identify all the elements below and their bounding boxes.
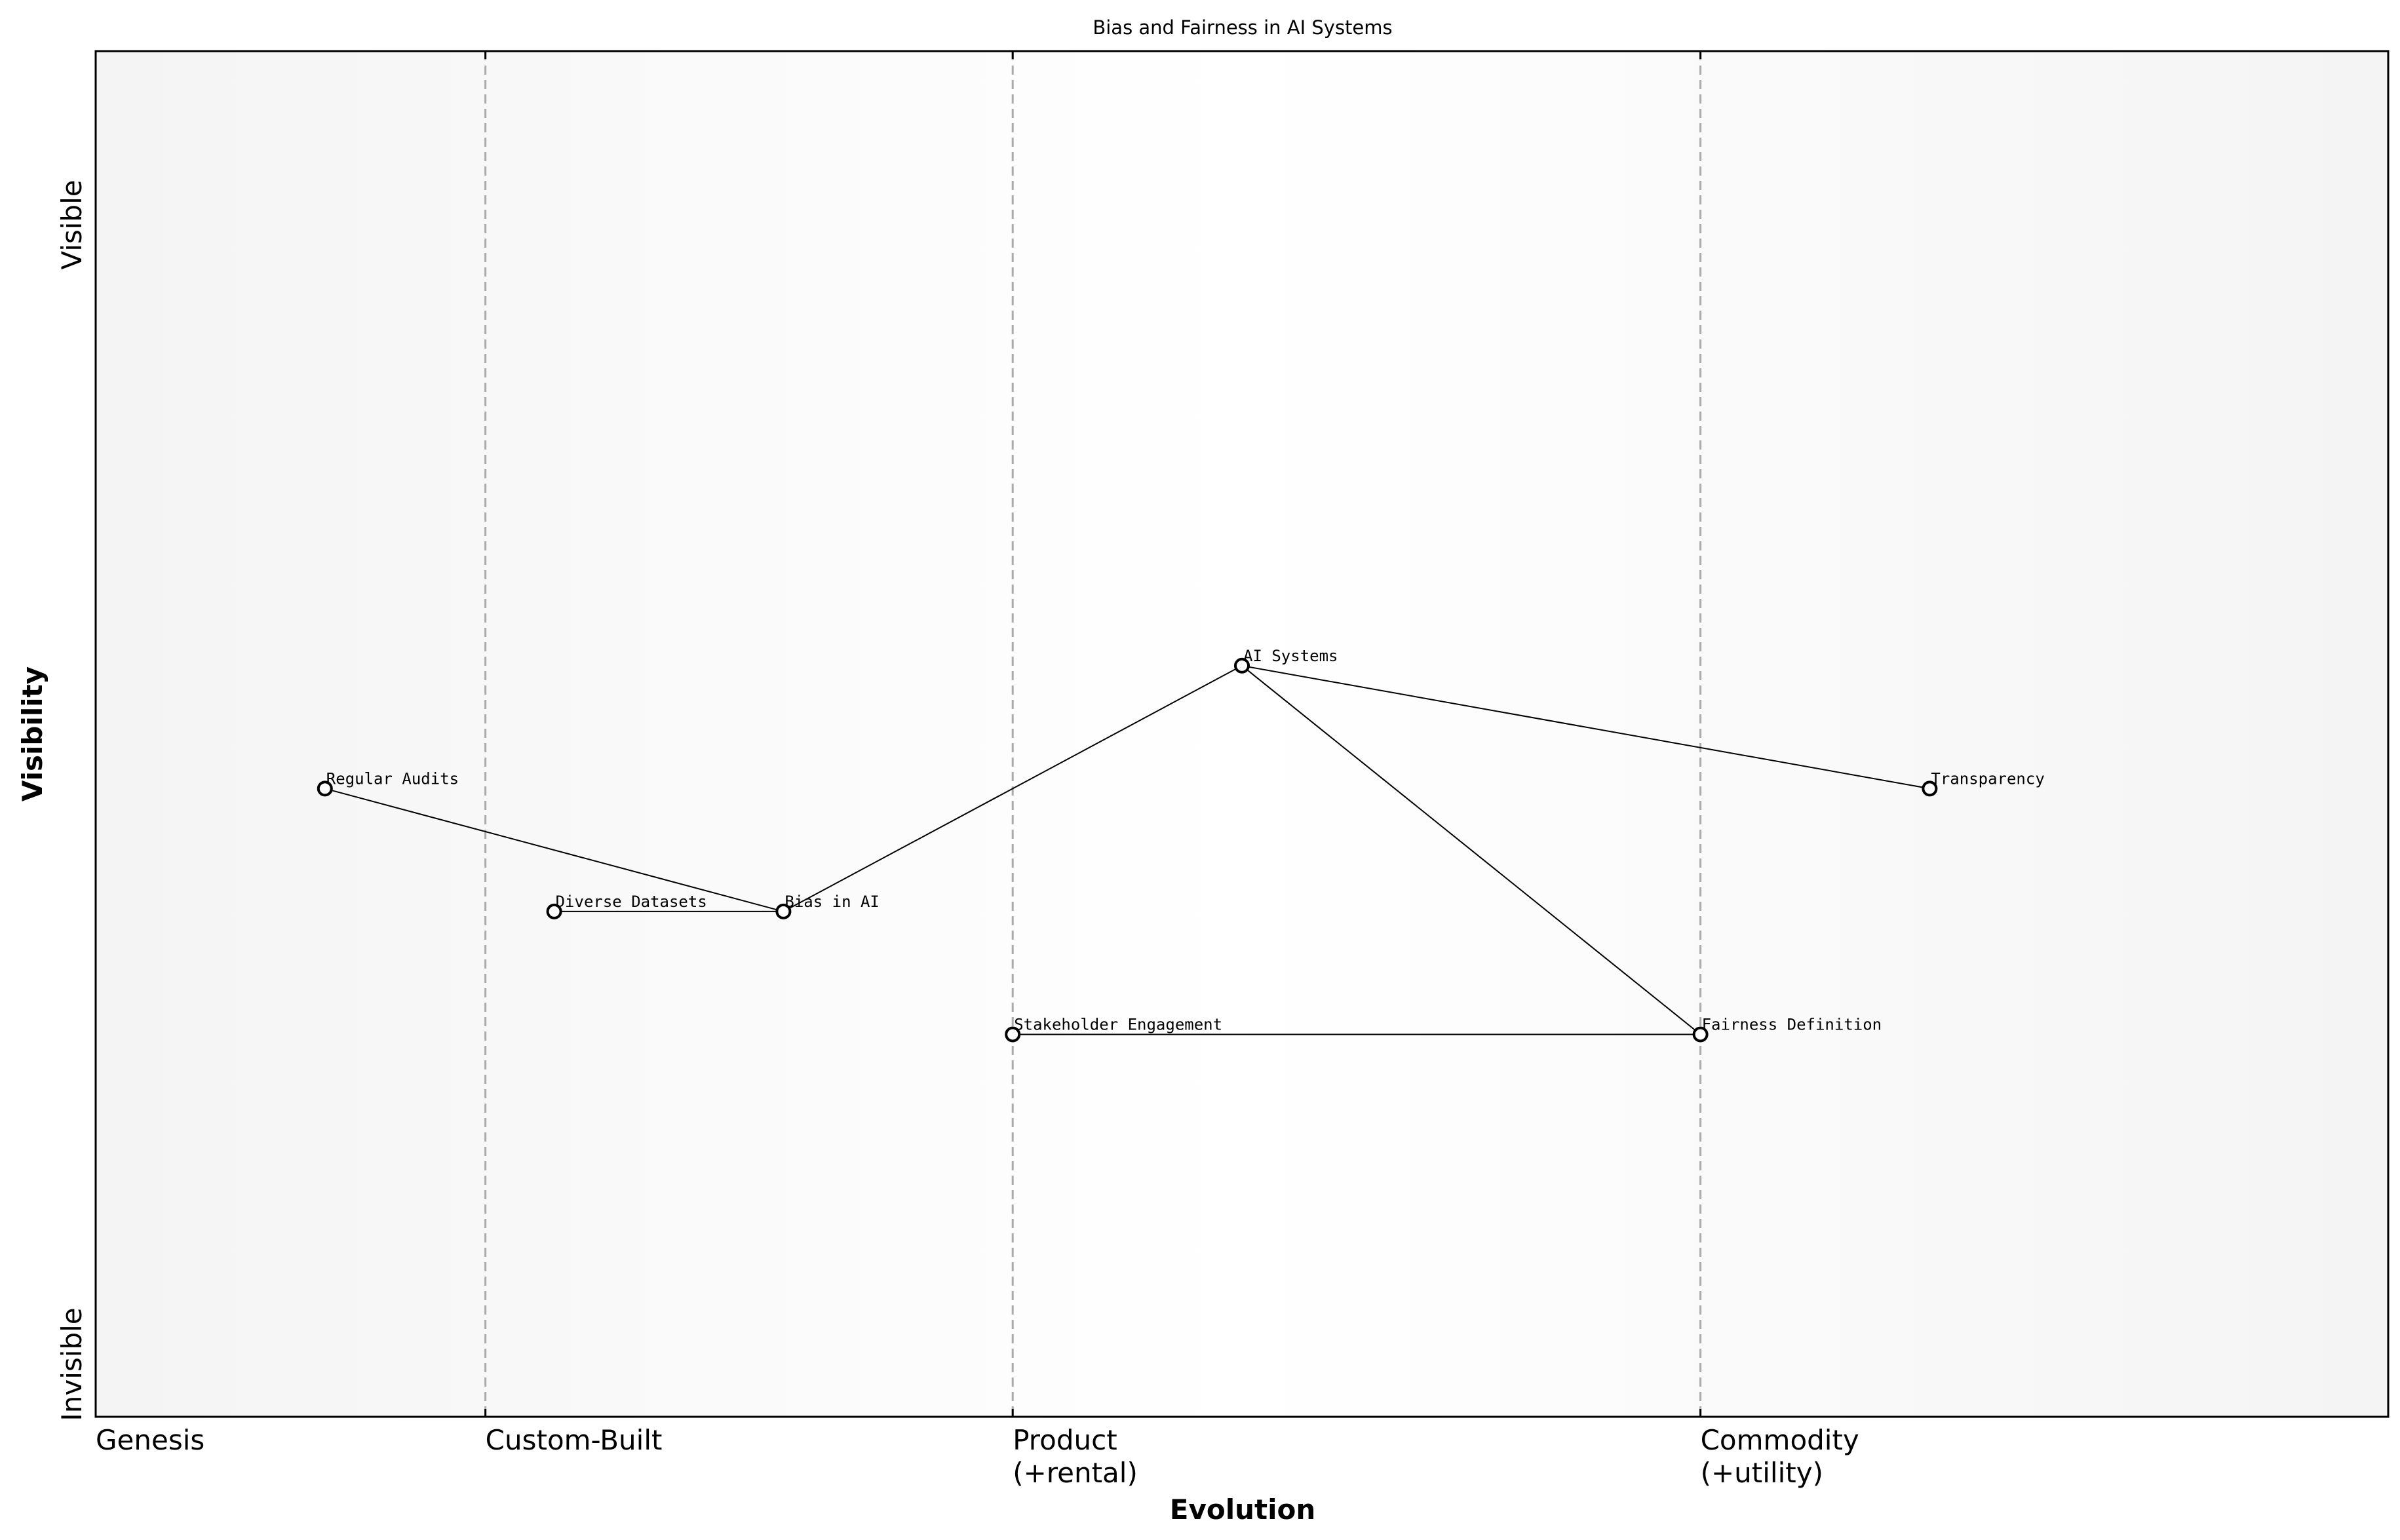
invisible-label: Invisible [56,1307,88,1421]
link-ai-systems-to-bias-in-ai [783,664,1243,912]
x-axis-title: Evolution [1170,1493,1315,1526]
stage-label-line: (+utility) [1701,1457,1823,1489]
stage-label-line: Commodity [1701,1424,1859,1456]
stage-label-custom-built: Custom-Built [486,1424,663,1456]
components: AI Systems Transparency Regular Audits Dive… [317,647,2045,1043]
component-label: AI Systems [1243,647,1338,665]
link-ai-systems-to-transparency [1241,664,1930,790]
stage-label-line: Product [1013,1424,1117,1456]
x-axis-ticks [484,51,1702,1417]
component-node[interactable] [775,903,792,919]
component-label: Fairness Definition [1702,1015,1882,1033]
dependency-links [324,664,1930,1035]
component-stakeholder-engagement[interactable]: Stakeholder Engagement [1005,1015,1222,1043]
component-ai-systems[interactable]: AI Systems [1234,647,1338,674]
component-node[interactable] [1922,780,1938,797]
link-ai-systems-to-fairness-definition [1241,665,1701,1035]
stage-label-line: Genesis [96,1424,204,1456]
map-title: Bias and Fairness in AI Systems [1093,16,1392,39]
link-bias-in-ai-to-regular-audits [324,788,784,912]
y-axis-title: Visibility [16,666,48,801]
component-node[interactable] [546,903,562,919]
stage-label-genesis: Genesis [96,1424,204,1456]
stage-label-commodity: Commodity (+utility) [1701,1424,1859,1489]
component-bias-in-ai[interactable]: Bias in AI [775,893,880,919]
plot-frame [94,50,2390,1418]
component-label: Transparency [1931,769,2044,788]
component-node[interactable] [317,780,333,797]
component-diverse-datasets[interactable]: Diverse Datasets [546,893,707,919]
plot-background [96,51,2388,1417]
component-label: Stakeholder Engagement [1014,1015,1222,1033]
component-label: Regular Audits [326,769,459,788]
component-node[interactable] [1234,657,1250,674]
component-label: Diverse Datasets [556,893,707,911]
visible-label: Visible [56,180,88,269]
evolution-stage-labels: Genesis Custom-Built Product (+rental) Commo… [96,1424,1859,1489]
component-node[interactable] [1005,1026,1021,1043]
stage-label-product: Product (+rental) [1013,1424,1138,1489]
component-label: Bias in AI [784,893,880,911]
component-node[interactable] [1692,1026,1709,1043]
evolution-dividers [484,51,1702,1417]
stage-label-line: (+rental) [1013,1457,1138,1489]
component-regular-audits[interactable]: Regular Audits [317,769,459,797]
component-fairness-definition[interactable]: Fairness Definition [1692,1015,1882,1043]
component-transparency[interactable]: Transparency [1922,769,2045,797]
stage-label-line: Custom-Built [486,1424,663,1456]
